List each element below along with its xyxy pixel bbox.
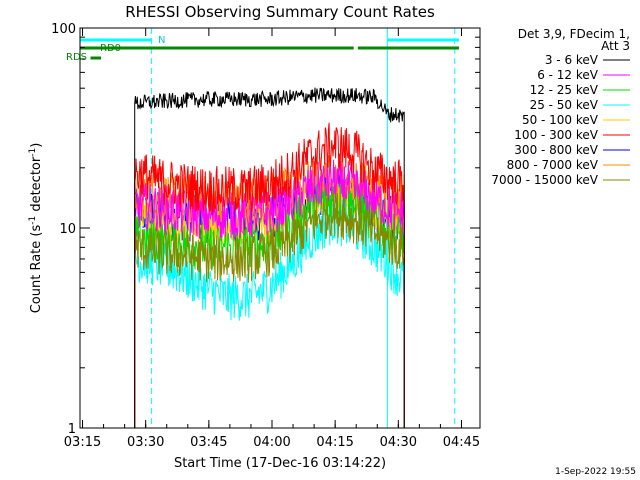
legend-label-7: 800 - 7000 keV [507,158,599,172]
x-tick-label-5: 04:30 [380,435,417,450]
y-axis: 1 10 100 [51,22,480,437]
footer-timestamp: 1-Sep-2022 19:55 [555,467,636,477]
flag-labels: N RD0 RDS [66,35,165,63]
series-group [134,87,405,428]
chart-title: RHESSI Observing Summary Count Rates [125,3,435,21]
legend-label-1: 6 - 12 keV [537,68,599,82]
flag-label-rds: RDS [66,52,87,63]
flag-label-n: N [158,35,165,46]
legend-title-line2: Att 3 [601,39,630,53]
y-tick-label-2: 100 [51,22,76,37]
x-tick-label-1: 03:30 [127,435,164,450]
x-axis-label: Start Time (17-Dec-16 03:14:22) [174,456,386,471]
y-tick-label-1: 10 [59,222,76,237]
y-label-main: Count Rate (s [29,225,44,314]
x-axis: 03:15 03:30 03:45 04:00 04:15 04:30 04:45 [64,28,480,450]
x-tick-label-6: 04:45 [443,435,480,450]
legend-label-3: 25 - 50 keV [530,98,599,112]
legend-label-0: 3 - 6 keV [545,53,599,67]
legend-label-6: 300 - 800 keV [514,143,598,157]
series-line-0 [134,87,405,428]
y-label-end: ) [29,143,44,148]
legend-label-2: 12 - 25 keV [530,83,599,97]
legend-label-5: 100 - 300 keV [514,128,598,142]
y-label-sup1: -1 [28,216,38,225]
y-axis-label: Count Rate (s-1 detector-1) [28,143,44,314]
x-tick-label-2: 03:45 [190,435,227,450]
series-line-8 [134,190,405,428]
flag-bars [80,38,459,60]
series-line-5 [134,122,405,428]
y-label-sup2: -1 [28,148,38,157]
legend-label-8: 7000 - 15000 keV [491,173,598,187]
legend-label-4: 50 - 100 keV [522,113,599,127]
legend-title-line1: Det 3,9, FDecim 1, [518,27,630,41]
y-label-mid: detector [29,156,44,216]
x-tick-label-0: 03:15 [64,435,101,450]
x-tick-label-4: 04:15 [316,435,353,450]
x-tick-label-3: 04:00 [253,435,290,450]
flag-label-rd0: RD0 [100,43,121,54]
y-tick-label-0: 1 [68,422,76,437]
